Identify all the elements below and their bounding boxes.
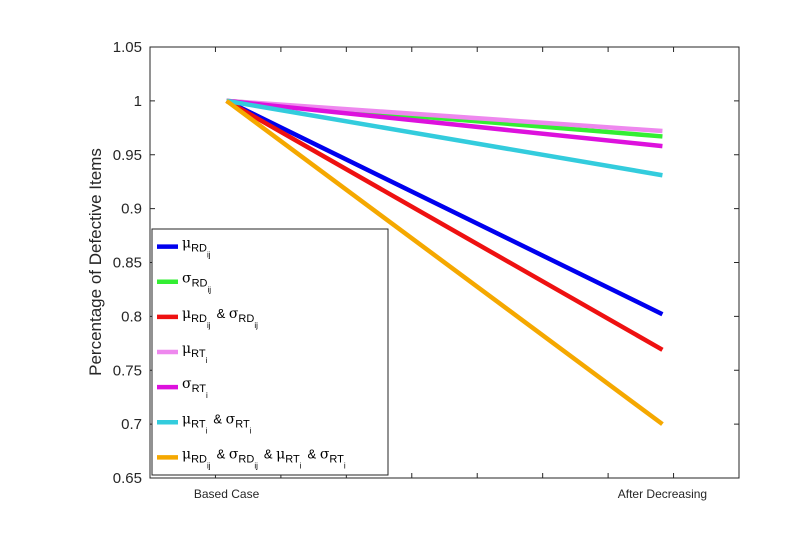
series-line-6 [226,98,663,178]
series-lines [225,98,664,426]
legend-box [151,228,389,476]
x-tick-label: After Decreasing [618,487,707,501]
y-tick-label: 0.8 [121,308,142,325]
series-line-5 [226,98,663,149]
legend-label: μRDij& σRDij& μRTi& σRTi [182,446,346,470]
series-line-7 [225,99,664,426]
y-tick-label: 0.9 [121,201,142,218]
y-tick-label: 1.05 [113,39,142,56]
x-tick-label: Based Case [194,487,260,501]
y-tick-label: 0.85 [113,255,142,272]
y-tick-label: 0.65 [113,470,142,487]
series-line-3 [225,98,664,352]
series-line-1 [225,98,664,317]
legend-label: μRDij& σRDij [182,306,258,330]
series-line-4 [226,98,663,134]
legend-label: σRTi [182,376,208,400]
legend-label: μRDij [182,236,211,260]
legend: μRDij σRDij μRDij& σRDij μRTi σRTi μRTi& σRTi… [151,228,389,476]
y-tick-label: 0.75 [113,362,142,379]
legend-label: σRDij [182,271,211,295]
y-tick-label: 0.7 [121,416,142,433]
y-axis-label: Percentage of Defective Items [86,148,105,376]
legend-label: μRTi& σRTi [182,411,252,435]
y-axis-ticks: 0.65 0.7 0.75 0.8 0.85 0.9 0.95 1 1.05 [113,39,739,487]
y-tick-label: 1 [134,93,142,110]
y-tick-label: 0.95 [113,147,142,164]
legend-label: μRTi [182,341,208,365]
